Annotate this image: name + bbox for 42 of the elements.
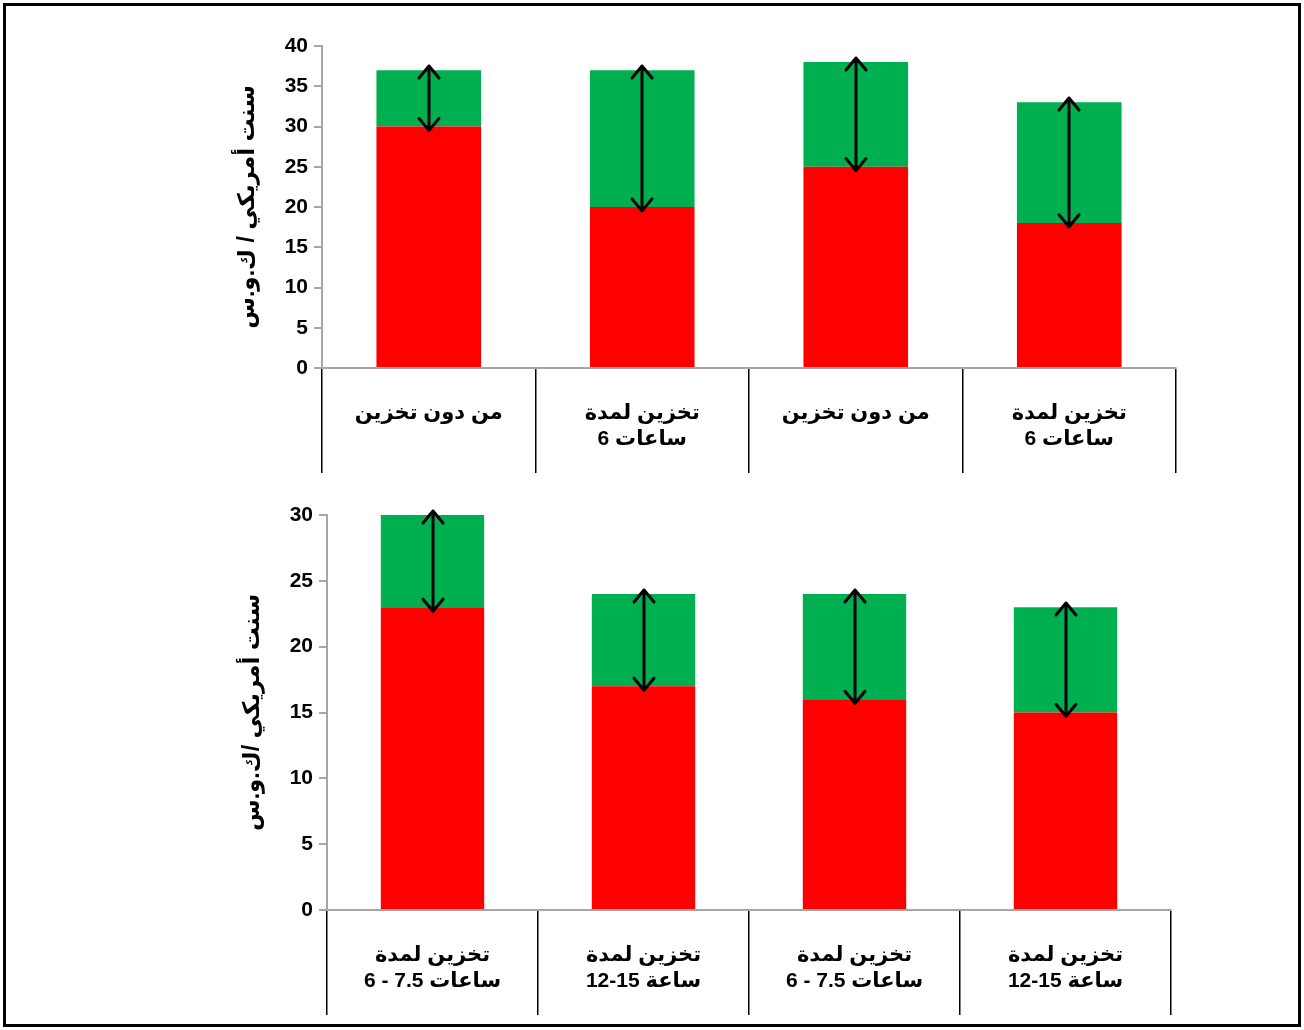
- x-tick-label: تخزين لمدة 12-15 ساعة: [585, 942, 702, 991]
- y-tick-label: 25: [289, 567, 314, 591]
- bar: [803, 166, 909, 367]
- bar: [589, 207, 695, 367]
- y-tick-label: 0: [301, 896, 313, 920]
- x-tick-label: من دون تخزين: [354, 400, 503, 425]
- y-tick-label: 15: [289, 699, 314, 723]
- bar: [1013, 712, 1118, 909]
- bar: [803, 62, 909, 167]
- y-tick-label: 40: [284, 32, 308, 56]
- y-tick-label: 10: [284, 274, 308, 298]
- bar: [376, 70, 482, 127]
- x-tick-label: تخزين لمدة 6 ساعات: [1011, 400, 1127, 449]
- bar: [380, 607, 485, 909]
- bar: [1016, 102, 1122, 224]
- y-axis-title: سنت أمريكي / ك.و.س: [230, 85, 261, 329]
- y-tick-label: 30: [289, 501, 313, 525]
- x-tick-label: تخزين لمدة 6 - 7.5 ساعات: [785, 942, 924, 991]
- bar: [1016, 223, 1122, 367]
- y-tick-label: 5: [296, 314, 309, 338]
- bar: [591, 686, 696, 909]
- y-axis-title: سنت أمريكي /ك.و.س: [235, 593, 266, 832]
- y-tick-label: 20: [284, 193, 308, 217]
- y-tick-label: 15: [284, 234, 309, 258]
- bar: [589, 70, 695, 207]
- bar: [1013, 607, 1118, 713]
- y-tick-label: 0: [296, 354, 308, 378]
- x-tick-label: تخزين لمدة 12-15 ساعة: [1007, 942, 1124, 991]
- y-tick-label: 20: [289, 633, 313, 657]
- y-tick-label: 10: [289, 765, 313, 789]
- y-tick-label: 30: [284, 113, 308, 137]
- y-tick-label: 25: [284, 153, 309, 177]
- bar: [802, 699, 907, 909]
- y-tick-label: 35: [284, 73, 309, 97]
- y-tick-label: 5: [301, 830, 314, 854]
- bar: [380, 515, 485, 608]
- x-tick-label: تخزين لمدة 6 - 7.5 ساعات: [363, 942, 502, 991]
- bar: [591, 594, 696, 687]
- x-tick-label: تخزين لمدة 6 ساعات: [584, 400, 700, 449]
- x-tick-label: من دون تخزين: [781, 400, 930, 425]
- bar: [376, 126, 482, 367]
- bar: [802, 594, 907, 700]
